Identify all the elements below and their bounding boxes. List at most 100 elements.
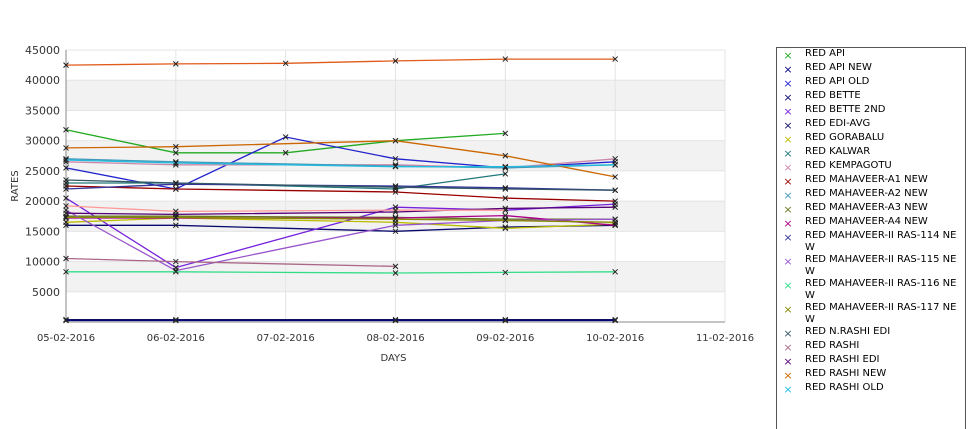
y-tick-label: 40000 bbox=[25, 74, 60, 87]
legend-marker-icon: × bbox=[783, 355, 793, 368]
legend-marker-icon: × bbox=[783, 91, 793, 104]
x-tick-label: 08-02-2016 bbox=[366, 333, 424, 344]
legend-label: RED KALWAR bbox=[805, 146, 871, 157]
y-tick-label: 25000 bbox=[25, 165, 60, 178]
legend-item: × RED MAHAVEER-A3 NEW bbox=[777, 202, 965, 216]
data-point bbox=[392, 207, 399, 214]
data-point bbox=[502, 225, 509, 232]
legend-marker-icon: × bbox=[783, 327, 793, 340]
data-point bbox=[172, 149, 179, 156]
legend-label: RED API bbox=[805, 48, 845, 59]
legend-label: RED MAHAVEER-A4 NEW bbox=[805, 216, 928, 227]
series-line bbox=[65, 205, 506, 213]
data-point bbox=[612, 56, 619, 62]
legend-item: × RED GORABALU bbox=[777, 132, 965, 146]
data-point bbox=[612, 174, 619, 180]
legend-label: RED RASHI EDI bbox=[805, 354, 880, 365]
data-point bbox=[282, 149, 289, 156]
legend-item: × RED RASHI NEW bbox=[777, 368, 965, 382]
legend-marker-icon: × bbox=[783, 105, 793, 118]
legend-label: RED MAHAVEER-II RAS-115 NEW bbox=[805, 254, 957, 277]
data-point bbox=[502, 317, 509, 324]
legend-marker-icon: × bbox=[783, 217, 793, 230]
legend-label: RED RASHI bbox=[805, 340, 860, 351]
legend-item: × RED MAHAVEER-II RAS-116 NEW bbox=[777, 278, 965, 302]
legend-item: × RED API OLD bbox=[777, 76, 965, 90]
legend-marker-icon: × bbox=[783, 161, 793, 174]
legend-item: × RED MAHAVEER-A2 NEW bbox=[777, 188, 965, 202]
legend-item: × RED MAHAVEER-A4 NEW bbox=[777, 216, 965, 230]
data-point bbox=[612, 155, 619, 162]
legend-marker-icon: × bbox=[783, 203, 793, 216]
legend-marker-icon: × bbox=[783, 231, 793, 244]
data-point bbox=[63, 214, 69, 221]
legend-marker-icon: × bbox=[783, 341, 793, 354]
data-point bbox=[612, 198, 619, 204]
legend-label: RED MAHAVEER-A1 NEW bbox=[805, 174, 928, 185]
data-point bbox=[63, 255, 69, 262]
legend-label: RED MAHAVEER-A2 NEW bbox=[805, 188, 928, 199]
data-point bbox=[172, 268, 179, 275]
data-point bbox=[502, 217, 509, 224]
legend-label: RED BETTE 2ND bbox=[805, 104, 886, 115]
x-tick-label: 06-02-2016 bbox=[147, 333, 205, 344]
data-point bbox=[502, 163, 509, 170]
x-axis-title: DAYS bbox=[380, 353, 406, 364]
legend-marker-icon: × bbox=[783, 383, 793, 396]
legend-item: × RED KEMPAGOTU bbox=[777, 160, 965, 174]
data-point bbox=[63, 195, 69, 201]
data-point bbox=[172, 180, 179, 186]
data-point bbox=[502, 56, 509, 62]
data-point bbox=[612, 317, 619, 324]
data-point bbox=[63, 316, 69, 323]
legend-item: × RED BETTE 2ND bbox=[777, 104, 965, 118]
data-point bbox=[172, 258, 179, 265]
legend-item: × RED MAHAVEER-II RAS-117 NEW bbox=[777, 302, 965, 326]
legend-item: × RED KALWAR bbox=[777, 146, 965, 160]
legend-label: RED BETTE bbox=[805, 90, 861, 101]
data-point bbox=[282, 134, 289, 140]
legend-label: RED MAHAVEER-A3 NEW bbox=[805, 202, 928, 213]
data-point bbox=[392, 222, 399, 229]
x-tick-label: 07-02-2016 bbox=[257, 333, 315, 344]
data-point bbox=[392, 270, 399, 276]
y-axis-title: RATES bbox=[10, 170, 21, 201]
data-point bbox=[612, 204, 619, 211]
data-point bbox=[502, 186, 509, 192]
data-point bbox=[502, 316, 509, 323]
legend-marker-icon: × bbox=[783, 255, 793, 268]
legend-label: RED RASHI OLD bbox=[805, 382, 884, 393]
data-point bbox=[392, 216, 399, 223]
legend-marker-icon: × bbox=[783, 63, 793, 76]
data-point bbox=[392, 184, 399, 191]
series-line bbox=[65, 58, 616, 66]
y-tick-label: 30000 bbox=[25, 135, 60, 148]
legend-label: RED MAHAVEER-II RAS-117 NEW bbox=[805, 302, 957, 325]
legend-marker-icon: × bbox=[783, 369, 793, 382]
legend-marker-icon: × bbox=[783, 189, 793, 202]
data-point bbox=[612, 161, 619, 168]
legend-marker-icon: × bbox=[783, 175, 793, 188]
legend-marker-icon: × bbox=[783, 49, 793, 62]
series-line bbox=[66, 173, 506, 190]
y-tick-label: 45000 bbox=[25, 44, 60, 57]
data-point bbox=[502, 152, 509, 159]
data-point bbox=[282, 60, 289, 67]
data-point bbox=[63, 145, 69, 151]
data-point bbox=[63, 219, 69, 226]
data-point bbox=[392, 155, 399, 162]
data-point bbox=[392, 137, 399, 144]
chart-legend: × RED API × RED API NEW × RED API OLD × RED BET… bbox=[776, 47, 966, 429]
y-tick-label: 5000 bbox=[32, 286, 60, 299]
data-point bbox=[63, 165, 69, 171]
y-tick-label: 10000 bbox=[25, 256, 60, 269]
data-point bbox=[502, 207, 509, 214]
legend-marker-icon: × bbox=[783, 133, 793, 146]
legend-label: RED EDI-AVG bbox=[805, 118, 871, 129]
data-point bbox=[63, 177, 69, 183]
x-tick-label: 11-02-2016 bbox=[696, 333, 754, 344]
legend-label: RED MAHAVEER-II RAS-116 NEW bbox=[805, 278, 957, 301]
legend-item: × RED RASHI OLD bbox=[777, 382, 965, 396]
legend-marker-icon: × bbox=[783, 303, 793, 316]
data-point bbox=[392, 317, 399, 324]
